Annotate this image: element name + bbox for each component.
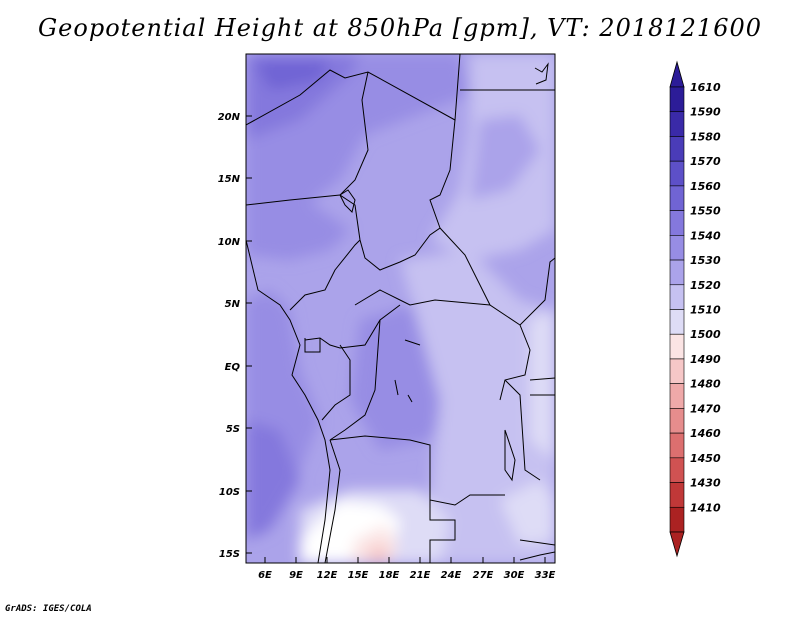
colorbar-label: 1560 bbox=[690, 180, 721, 193]
colorbar-swatch bbox=[669, 432, 685, 459]
lat-tick-label: 15N bbox=[218, 174, 241, 185]
colorbar-label: 1500 bbox=[690, 328, 721, 341]
colorbar-label: 1470 bbox=[690, 402, 721, 415]
chart-title: Geopotential Height at 850hPa [gpm], VT:… bbox=[38, 14, 762, 42]
lon-tick-label: 33E bbox=[535, 570, 556, 581]
longitude-axis: 6E 9E 12E 15E 18E 21E 24E 27E 30E 33E bbox=[258, 557, 556, 581]
latitude-axis: 20N 15N 10N 5N EQ 5S 10S 15S bbox=[218, 112, 252, 560]
colorbar-label: 1410 bbox=[690, 501, 721, 514]
colorbar-swatch bbox=[669, 358, 685, 384]
lat-tick-label: 15S bbox=[219, 549, 240, 560]
colorbar-swatch bbox=[669, 333, 685, 360]
map-frame bbox=[245, 53, 556, 564]
colorbar-swatch bbox=[669, 185, 685, 211]
colorbar-label: 1460 bbox=[690, 427, 721, 440]
lon-tick-label: 12E bbox=[317, 570, 338, 581]
lon-tick-label: 30E bbox=[504, 570, 525, 581]
footer-credit: GrADS: IGES/COLA bbox=[5, 604, 92, 614]
colorbar-swatch bbox=[669, 482, 685, 508]
lat-tick-label: 10N bbox=[218, 237, 241, 248]
colorbar-label: 1530 bbox=[690, 254, 721, 267]
colorbar-swatch bbox=[669, 506, 685, 533]
colorbar-swatch bbox=[669, 284, 685, 310]
colorbar-label: 1490 bbox=[690, 353, 721, 366]
lon-tick-label: 18E bbox=[379, 570, 400, 581]
colorbar-label: 1550 bbox=[690, 205, 721, 218]
lon-tick-label: 21E bbox=[410, 570, 431, 581]
colorbar-label: 1540 bbox=[690, 229, 721, 242]
lat-tick-label: EQ bbox=[225, 362, 241, 373]
colorbar-swatch bbox=[669, 136, 685, 162]
lat-tick-label: 20N bbox=[218, 112, 241, 123]
colorbar-label: 1480 bbox=[690, 378, 721, 391]
colorbar-swatch bbox=[669, 235, 685, 261]
colorbar-label: 1520 bbox=[690, 279, 721, 292]
coastline bbox=[246, 62, 555, 563]
lat-tick-label: 5S bbox=[226, 424, 240, 435]
lon-tick-label: 15E bbox=[348, 570, 369, 581]
lon-tick-label: 24E bbox=[441, 570, 462, 581]
colorbar-label: 1430 bbox=[690, 477, 721, 490]
colorbar-swatch bbox=[669, 383, 685, 409]
colorbar-swatch bbox=[669, 210, 685, 236]
colorbar-swatch bbox=[669, 160, 685, 187]
colorbar-swatch bbox=[669, 309, 685, 335]
colorbar-swatch bbox=[669, 111, 685, 137]
country-borders bbox=[246, 54, 555, 563]
lon-tick-label: 27E bbox=[473, 570, 494, 581]
colorbar-swatch bbox=[669, 259, 685, 286]
colorbar-swatch bbox=[669, 457, 685, 483]
colorbar-label: 1510 bbox=[690, 304, 721, 317]
colorbar-label: 1610 bbox=[690, 81, 721, 94]
lat-tick-label: 10S bbox=[219, 487, 240, 498]
colorbar-swatch bbox=[669, 408, 685, 434]
colorbar: 1610 1590 1580 1570 1560 1550 1540 1530 1520 1510… bbox=[669, 60, 721, 558]
geopotential-field bbox=[246, 54, 555, 563]
colorbar-swatch bbox=[669, 86, 685, 113]
colorbar-label: 1570 bbox=[690, 155, 721, 168]
colorbar-label: 1450 bbox=[690, 452, 721, 465]
lat-tick-label: 5N bbox=[225, 299, 241, 310]
colorbar-label: 1590 bbox=[690, 106, 721, 119]
colorbar-label: 1580 bbox=[690, 130, 721, 143]
colorbar-bottom-arrow bbox=[669, 531, 685, 558]
colorbar-top-arrow bbox=[669, 60, 685, 88]
lon-tick-label: 6E bbox=[258, 570, 272, 581]
lon-tick-label: 9E bbox=[289, 570, 303, 581]
